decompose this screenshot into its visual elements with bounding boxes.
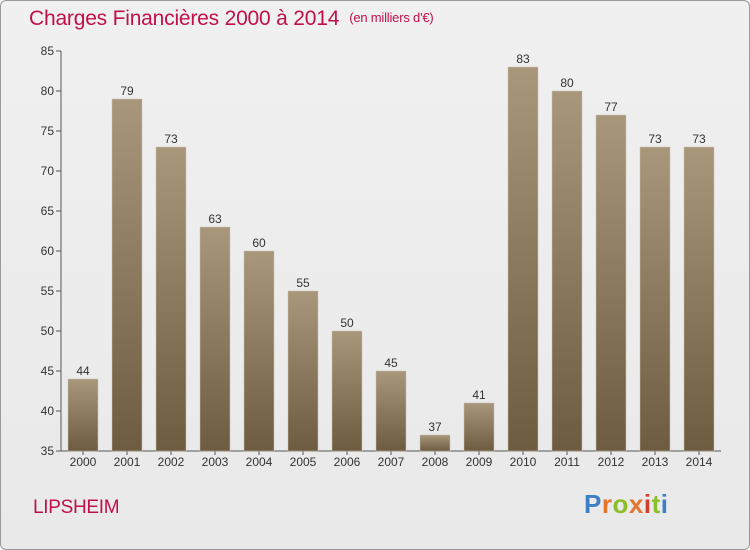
bar [287,290,319,452]
y-tick-label: 55 [41,284,55,298]
proxiti-logo: Proxiti [584,489,668,520]
bar-value-label: 63 [208,212,222,226]
bar [551,90,583,452]
x-tick-label: 2002 [158,455,185,469]
bar-value-label: 60 [252,236,266,250]
logo-letter: i [660,489,669,519]
y-tick-label: 75 [41,124,55,138]
bar [67,378,99,452]
location-label: LIPSHEIM [33,497,120,518]
bar-value-label: 73 [648,132,662,146]
logo-letter: o [612,489,629,519]
chart-title: Charges Financières 2000 à 2014 (en milli… [29,7,434,31]
bar [199,226,231,452]
bar [639,146,671,452]
x-tick-label: 2001 [114,455,141,469]
bar [595,114,627,452]
bar-value-label: 50 [340,316,354,330]
x-tick-label: 2005 [290,455,317,469]
y-tick-label: 85 [41,44,55,58]
x-tick-label: 2010 [510,455,537,469]
bars: 44 79 73 63 60 55 50 45 37 41 83 80 77 73 73 [67,52,715,452]
y-tick-label: 80 [41,84,55,98]
bar [243,250,275,452]
bar-value-label: 73 [692,132,706,146]
y-tick-label: 60 [41,244,55,258]
bar [419,434,451,452]
bar [375,370,407,452]
bar-value-label: 55 [296,276,310,290]
x-tick-label: 2011 [554,455,580,469]
bar-value-label: 79 [120,84,134,98]
x-tick-label: 2004 [246,455,273,469]
bar [463,402,495,452]
logo-letter: i [643,489,652,519]
bar [111,98,143,452]
x-tick-label: 2008 [422,455,449,469]
x-tick-label: 2014 [686,455,713,469]
bar [683,146,715,452]
x-tick-label: 2003 [202,455,229,469]
x-tick-label: 2009 [466,455,493,469]
x-tick-label: 2013 [642,455,669,469]
logo-letter: r [601,489,613,519]
y-tick-label: 35 [41,444,55,458]
bar [155,146,187,452]
x-tick-label: 2000 [70,455,97,469]
y-tick-label: 50 [41,324,55,338]
bar [507,66,539,452]
y-tick-label: 65 [41,204,55,218]
bar-value-label: 73 [164,132,178,146]
bar-value-label: 77 [604,100,618,114]
x-tick-label: 2012 [598,455,625,469]
x-tick-label: 2007 [378,455,405,469]
unit-label: (en milliers d'€) [349,10,434,25]
x-tick-label: 2006 [334,455,361,469]
bar-value-label: 41 [472,388,486,402]
logo-letter: x [628,489,644,519]
bar-value-label: 37 [428,420,442,434]
logo-letter: t [651,489,661,519]
y-tick-label: 40 [41,404,55,418]
y-tick-label: 45 [41,364,55,378]
logo-letter: P [584,489,602,519]
bar-value-label: 44 [76,364,90,378]
bar-value-label: 80 [560,76,574,90]
title-text: Charges Financières 2000 à 2014 [29,7,340,30]
bar-value-label: 83 [516,52,530,66]
bar-value-label: 45 [384,356,398,370]
y-tick-label: 70 [41,164,55,178]
bar [331,330,363,452]
